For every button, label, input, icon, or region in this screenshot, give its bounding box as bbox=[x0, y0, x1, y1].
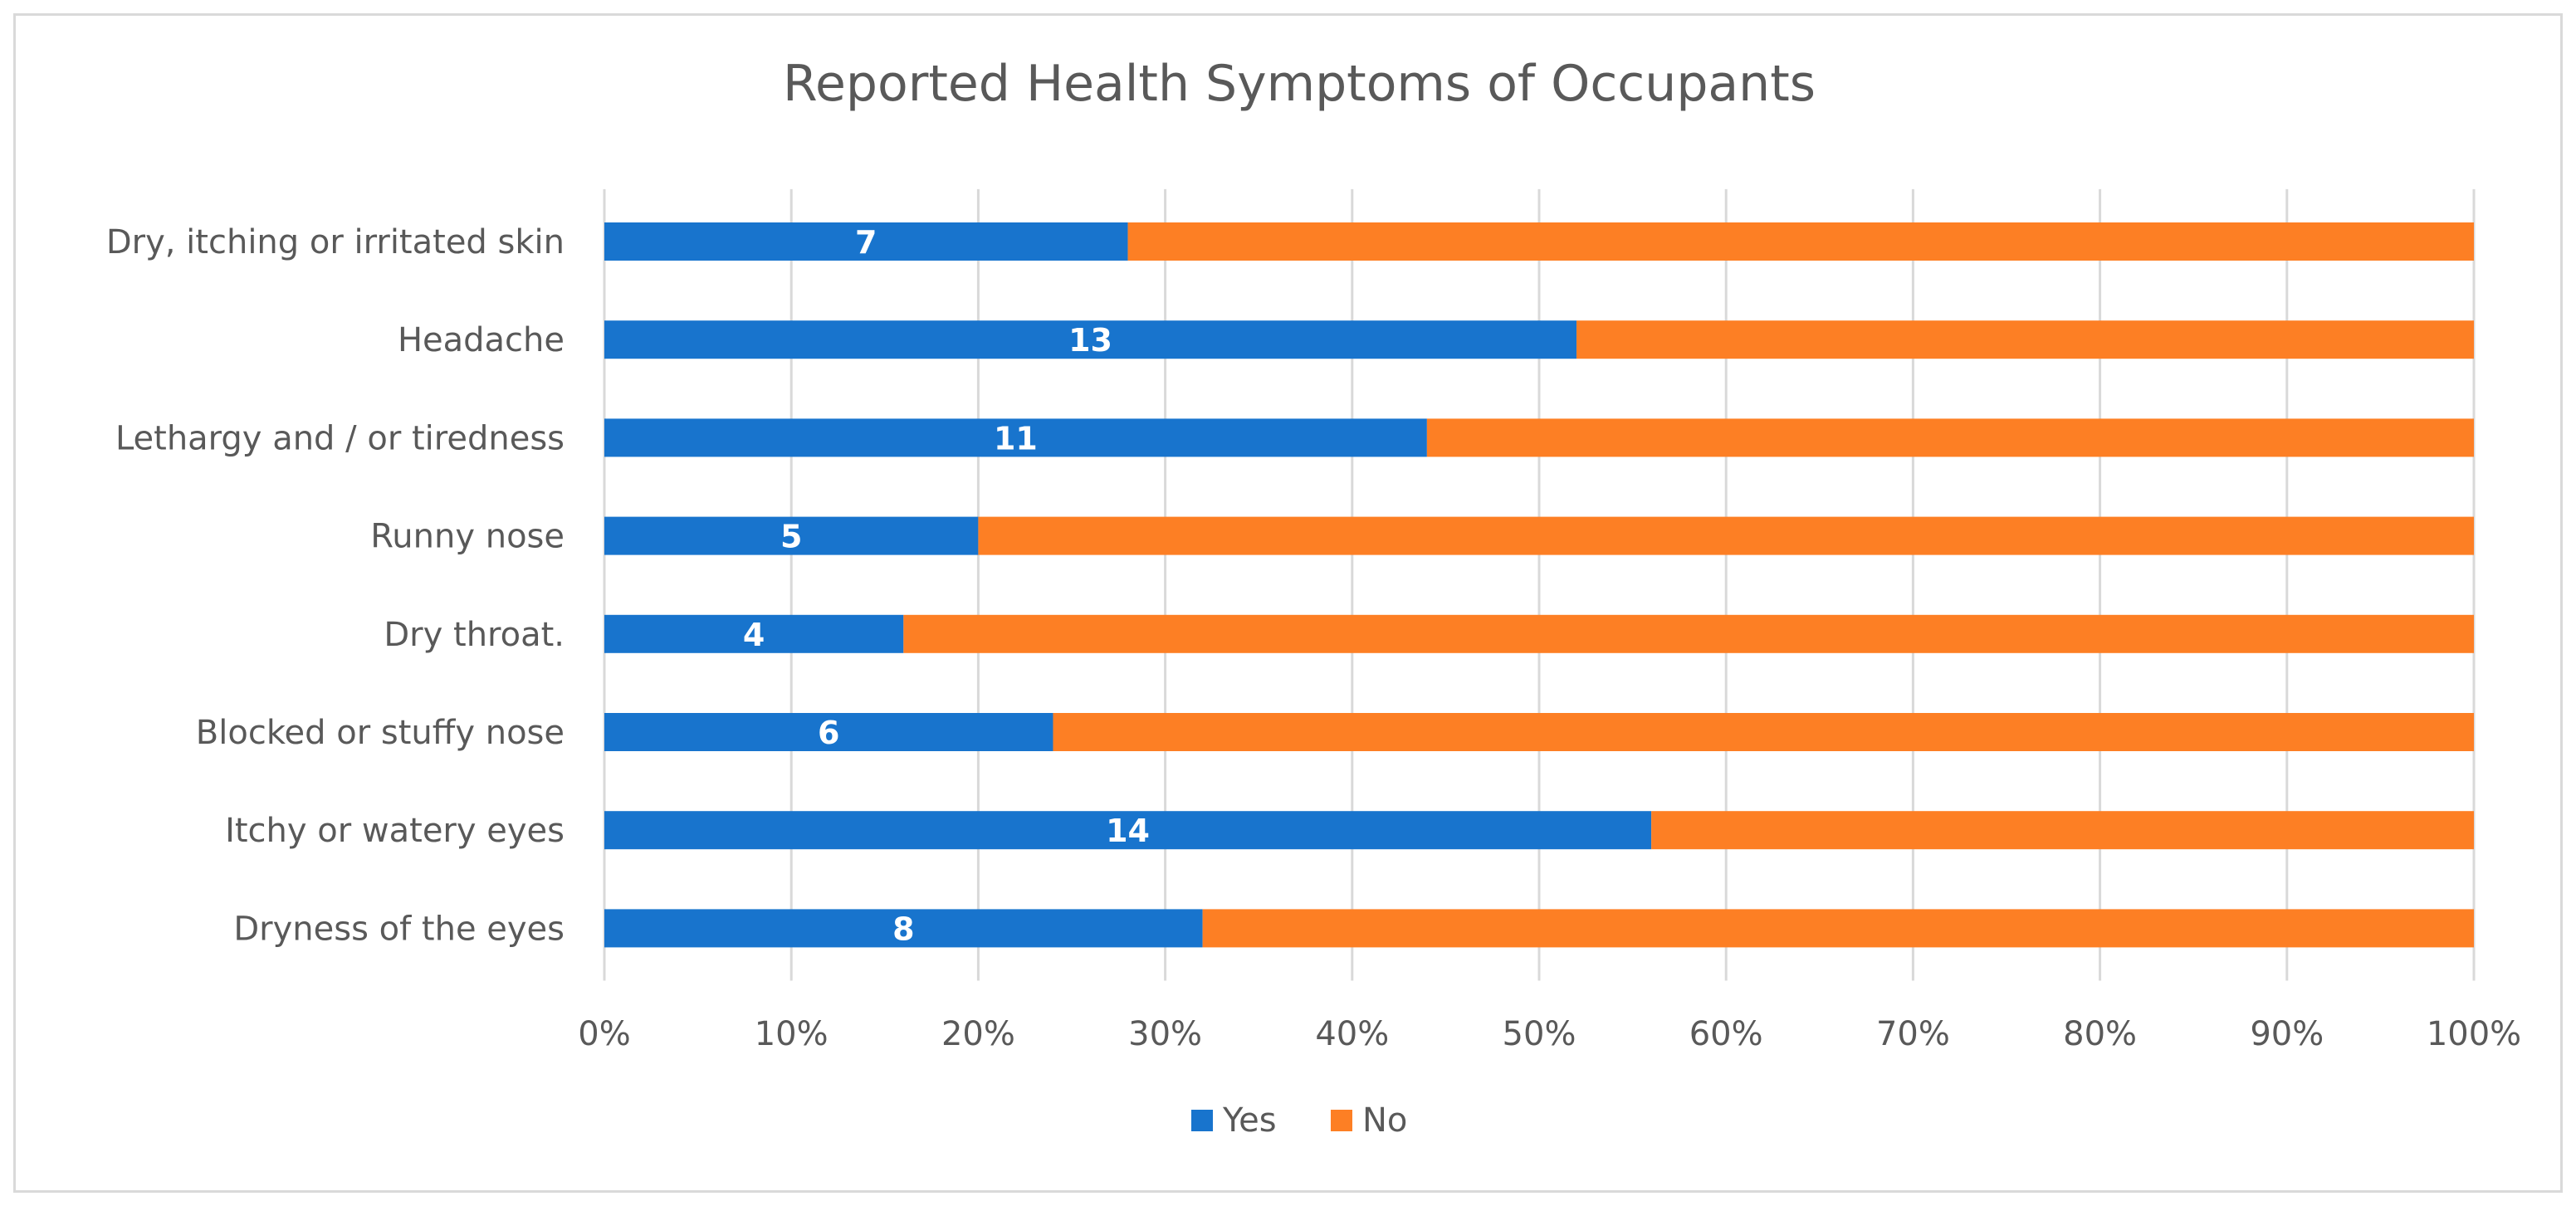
category-label: Headache bbox=[398, 321, 565, 359]
chart-frame: Reported Health Symptoms of Occupants 7 1… bbox=[13, 13, 2563, 1193]
category-label: Itchy or watery eyes bbox=[225, 812, 565, 850]
x-tick-label: 40% bbox=[1315, 1015, 1389, 1053]
chart-svg: Reported Health Symptoms of Occupants 7 1… bbox=[106, 55, 2521, 1140]
category-label: Lethargy and / or tiredness bbox=[115, 419, 565, 457]
x-tick-label: 10% bbox=[755, 1015, 829, 1053]
x-tick-label: 90% bbox=[2250, 1015, 2324, 1053]
x-tick-label: 20% bbox=[941, 1015, 1015, 1053]
legend-label-no: No bbox=[1362, 1101, 1407, 1140]
bar-no bbox=[1576, 320, 2474, 359]
x-tick-label: 0% bbox=[578, 1015, 630, 1053]
bar-no bbox=[1426, 418, 2474, 457]
bar-yes bbox=[604, 418, 1427, 457]
legend-swatch-no bbox=[1331, 1110, 1352, 1131]
data-label-yes: 5 bbox=[780, 519, 802, 555]
bar-yes bbox=[604, 909, 1203, 948]
gridlines bbox=[603, 188, 2476, 981]
bar-yes bbox=[604, 713, 1053, 751]
data-label-yes: 7 bbox=[855, 224, 877, 261]
bar-yes bbox=[604, 222, 1128, 261]
category-label: Dry throat. bbox=[384, 616, 565, 654]
data-label-yes: 14 bbox=[1106, 813, 1150, 849]
x-tick-label: 30% bbox=[1128, 1015, 1202, 1053]
data-label-yes: 6 bbox=[818, 715, 839, 751]
bar-no bbox=[1651, 811, 2474, 850]
bar-yes bbox=[604, 811, 1652, 850]
legend-swatch-yes bbox=[1191, 1110, 1213, 1131]
bar-yes bbox=[604, 320, 1577, 359]
x-tick-label: 80% bbox=[2063, 1015, 2137, 1053]
x-tick-label: 70% bbox=[1876, 1015, 1950, 1053]
chart-title: Reported Health Symptoms of Occupants bbox=[783, 55, 1816, 113]
bar-yes bbox=[604, 516, 979, 555]
legend-label-yes: Yes bbox=[1222, 1101, 1277, 1140]
bar-yes bbox=[604, 614, 904, 653]
legend: Yes No bbox=[1191, 1101, 1407, 1140]
category-label: Runny nose bbox=[370, 518, 565, 556]
category-label: Dry, itching or irritated skin bbox=[106, 223, 565, 261]
x-tick-label: 50% bbox=[1503, 1015, 1576, 1053]
category-labels: Dry, itching or irritated skin Headache Le… bbox=[106, 223, 565, 948]
data-label-yes: 8 bbox=[892, 911, 914, 947]
x-tick-label: 60% bbox=[1689, 1015, 1763, 1053]
bar-no bbox=[903, 614, 2474, 653]
x-tick-label: 100% bbox=[2427, 1015, 2521, 1053]
data-label-yes: 13 bbox=[1068, 322, 1112, 359]
category-label: Dryness of the eyes bbox=[233, 910, 565, 948]
bar-no bbox=[978, 516, 2474, 555]
category-label: Blocked or stuffy nose bbox=[196, 714, 565, 752]
bar-no bbox=[1127, 222, 2474, 261]
data-label-yes: 11 bbox=[994, 420, 1038, 457]
data-label-yes: 4 bbox=[743, 617, 765, 653]
bar-no bbox=[1053, 713, 2474, 751]
bar-no bbox=[1202, 909, 2474, 948]
bars: 7 13 11 5 4 6 14 8 bbox=[604, 222, 2474, 948]
x-axis-tick-labels: 0% 10% 20% 30% 40% 50% 60% 70% 80% 90% 100% bbox=[578, 1015, 2521, 1053]
